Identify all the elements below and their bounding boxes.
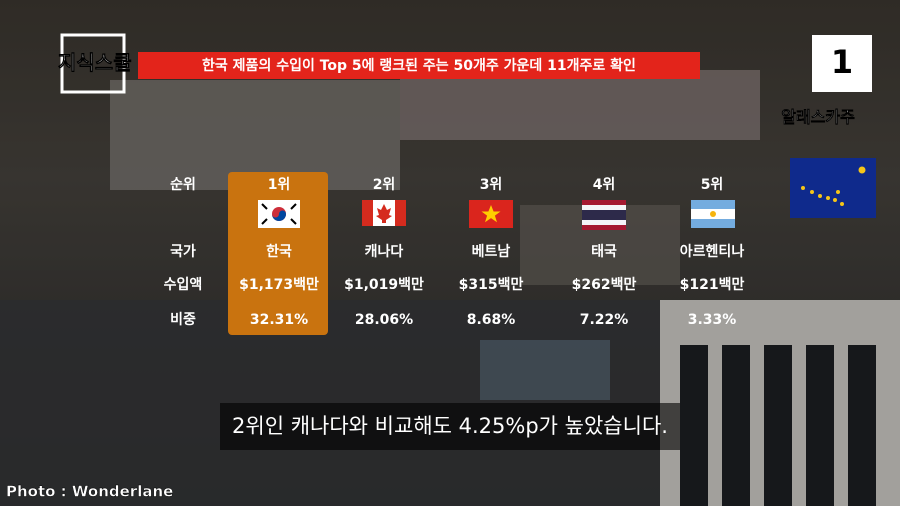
subtitle: 2위인 캐나다와 비교해도 4.25%p가 높았습니다. [232, 414, 668, 438]
country: 한국 [266, 244, 292, 260]
highlight-column [228, 172, 328, 335]
share: 28.06% [355, 312, 413, 328]
rank: 3위 [480, 177, 503, 193]
import-amount: $1,173백만 [239, 277, 319, 293]
headline: 한국 제품의 수입이 Top 5에 랭크된 주는 50개주 가운데 11개주로 … [202, 57, 636, 74]
row-label: 비중 [170, 312, 196, 328]
state-name: 알래스카주 [781, 108, 855, 127]
country: 태국 [591, 244, 617, 260]
country: 베트남 [472, 243, 511, 260]
rank: 5위 [701, 177, 724, 193]
country: 캐나다 [365, 244, 404, 260]
alaska-flag [790, 158, 876, 218]
logo-frame [60, 33, 126, 94]
rank: 1위 [268, 177, 291, 193]
share: 8.68% [467, 312, 516, 328]
import-amount: $121백만 [680, 277, 745, 293]
country: 아르헨티나 [680, 243, 745, 260]
row-label: 수입액 [164, 276, 203, 293]
badge-box [812, 35, 872, 92]
headline-bar [138, 52, 700, 79]
logo: 지식스쿨 [58, 51, 132, 75]
share: 32.31% [250, 312, 308, 328]
import-amount: $1,019백만 [344, 277, 424, 293]
flag-argentina [691, 200, 735, 228]
row-label: 국가 [170, 244, 196, 260]
flag-vietnam [469, 200, 513, 228]
share: 7.22% [580, 312, 629, 328]
subtitle-box [220, 403, 680, 450]
row-label: 순위 [170, 177, 196, 193]
rank: 4위 [593, 177, 616, 193]
flag-korea [258, 200, 300, 228]
photo-credit: Photo : Wonderlane [6, 483, 173, 501]
flag-thailand [582, 200, 626, 230]
flags [258, 200, 735, 230]
import-amount: $315백만 [459, 277, 524, 293]
import-amount: $262백만 [572, 277, 637, 293]
flag-canada [362, 200, 406, 226]
rank: 2위 [373, 177, 396, 193]
badge: 1 [831, 43, 853, 81]
share: 3.33% [688, 312, 737, 328]
